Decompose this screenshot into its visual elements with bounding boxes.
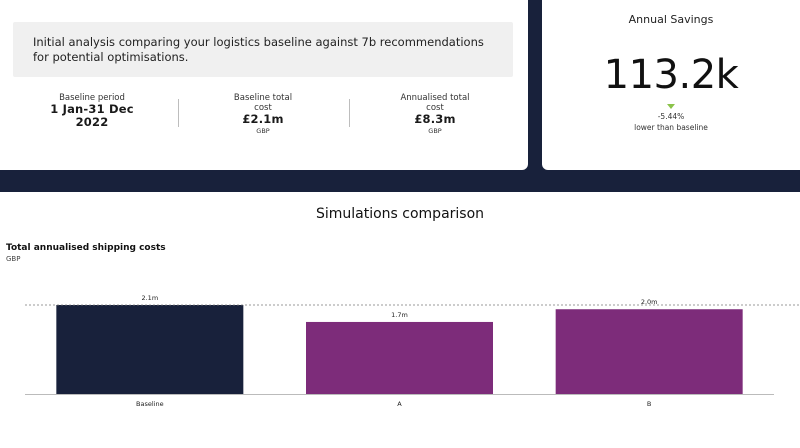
shipping-costs-bar-chart: 2.1m Baseline 1.7m A 2.0m B <box>25 294 800 408</box>
chart-y-unit: GBP <box>6 255 21 263</box>
annualised-total-cost-label-line1: Annualised total <box>400 93 470 103</box>
bar-value-label: 2.0m <box>641 298 658 306</box>
baseline-total-cost-label-line1: Baseline total <box>233 93 293 103</box>
baseline-period-value-line2: 2022 <box>75 115 109 129</box>
baseline-period-stat: Baseline period 1 Jan-31 Dec 2022 <box>30 93 154 129</box>
annualised-total-cost-unit: GBP <box>428 127 442 135</box>
simulations-card: Simulations comparison Total annualised … <box>0 192 800 448</box>
baseline-total-cost-value: £2.1m <box>242 112 284 126</box>
savings-note: lower than baseline <box>634 123 708 132</box>
annualised-total-cost-stat: Annualised total cost £8.3m GBP <box>372 93 498 136</box>
baseline-total-cost-unit: GBP <box>256 127 270 135</box>
annualised-total-cost-value: £8.3m <box>414 112 456 126</box>
baseline-period-value-line1: 1 Jan-31 Dec <box>50 102 134 116</box>
x-tick-label: Baseline <box>136 400 164 408</box>
bar-b[interactable] <box>555 309 743 394</box>
annual-savings-card: Annual Savings 113.2k -5.44% lower than … <box>542 0 800 170</box>
summary-card: Initial analysis comparing your logistic… <box>0 0 528 170</box>
x-tick-label: A <box>397 400 402 408</box>
triangle-down-icon <box>667 104 675 109</box>
annualised-total-cost-label-line2: cost <box>426 103 444 113</box>
intro-text: Initial analysis comparing your logistic… <box>13 22 513 77</box>
chart-title: Total annualised shipping costs <box>6 243 166 253</box>
bar-value-label: 1.7m <box>391 311 408 319</box>
bar-a[interactable] <box>306 321 493 394</box>
bar-baseline[interactable] <box>56 305 244 394</box>
annual-savings-title: Annual Savings <box>628 13 714 26</box>
bar-value-label: 2.1m <box>141 294 158 302</box>
baseline-total-cost-label-line2: cost <box>254 103 272 113</box>
stat-divider <box>178 99 179 127</box>
x-tick-label: B <box>647 400 651 408</box>
savings-percent: -5.44% <box>657 112 685 121</box>
baseline-total-cost-stat: Baseline total cost £2.1m GBP <box>200 93 326 136</box>
annual-savings-value: 113.2k <box>603 52 739 98</box>
simulations-title: Simulations comparison <box>315 206 485 222</box>
stat-divider <box>349 99 350 127</box>
baseline-period-label: Baseline period <box>59 93 125 103</box>
